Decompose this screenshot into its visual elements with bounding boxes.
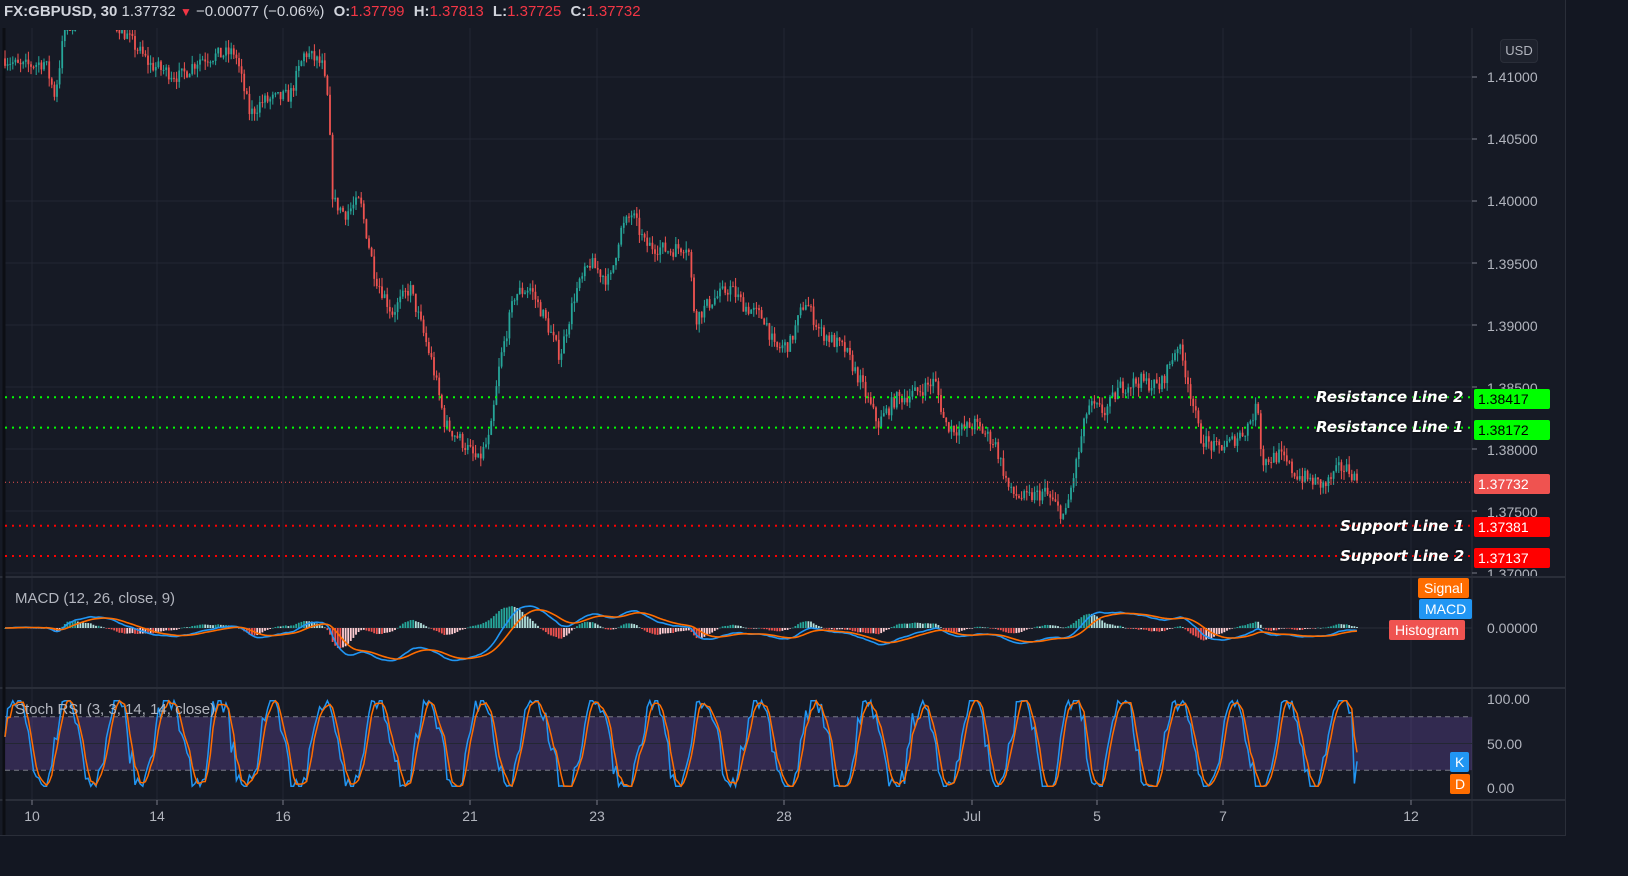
price-tick: 1.40000	[1487, 193, 1538, 209]
symbol-name[interactable]: FX:GBPUSD, 30	[4, 3, 118, 20]
price-tick: 1.37500	[1487, 504, 1538, 520]
resistance-line-1-label: Resistance Line 1	[1316, 418, 1464, 436]
stoch-rsi-title[interactable]: Stoch RSI (3, 3, 14, 14, close)	[15, 701, 216, 718]
macd-plot[interactable]	[4, 605, 1472, 662]
time-tick: 23	[589, 808, 605, 824]
currency-button[interactable]: USD	[1500, 39, 1538, 63]
time-tick: 10	[24, 808, 40, 824]
price-change: −0.00077 (−0.06%)	[196, 3, 325, 20]
stoch-tick-100: 100.00	[1487, 691, 1530, 707]
last-price: 1.37732	[121, 3, 176, 20]
price-tick: 1.37000	[1487, 566, 1538, 576]
price-tick: 1.40500	[1487, 131, 1538, 147]
macd-title[interactable]: MACD (12, 26, close, 9)	[15, 590, 176, 607]
high-label: H:	[413, 3, 430, 20]
close-label: C:	[570, 3, 587, 20]
stoch-d-legend: D	[1450, 774, 1471, 794]
support-line-2-price-tag: 1.37137	[1474, 548, 1550, 568]
macd-signal-legend: Signal	[1418, 578, 1469, 598]
symbol-legend: FX:GBPUSD, 30 1.37732 ▼ −0.00077 (−0.06%…	[4, 3, 641, 20]
time-tick: 12	[1403, 808, 1419, 824]
resistance-line-2-price-tag: 1.38417	[1474, 389, 1550, 409]
stoch-k-legend: K	[1450, 752, 1470, 772]
support-line-1-label: Support Line 1	[1340, 517, 1465, 535]
stoch-tick-0: 0.00	[1487, 780, 1515, 796]
price-candles[interactable]	[4, 30, 1358, 524]
time-tick: 5	[1093, 808, 1101, 824]
macd-line-legend: MACD	[1419, 599, 1473, 619]
time-tick: 28	[776, 808, 792, 824]
support-line-2-label: Support Line 2	[1340, 547, 1465, 565]
open-value: 1.37799	[350, 3, 405, 20]
level-lines[interactable]	[5, 396, 1472, 558]
time-tick: Jul	[963, 808, 981, 824]
resistance-line-1-price-tag: 1.38172	[1474, 420, 1550, 440]
current-price-tag: 1.37732	[1474, 474, 1550, 494]
down-triangle-icon: ▼	[179, 5, 192, 19]
low-value: 1.37725	[507, 3, 562, 20]
time-tick: 21	[462, 808, 478, 824]
stoch-rsi-plot[interactable]	[4, 698, 1472, 790]
support-line-1-price-tag: 1.37381	[1474, 517, 1550, 537]
grid	[5, 28, 1472, 800]
price-tick: 1.39000	[1487, 318, 1538, 334]
time-tick: 7	[1219, 808, 1227, 824]
price-tick: 1.41000	[1487, 69, 1538, 85]
resistance-line-2-label: Resistance Line 2	[1316, 388, 1464, 406]
time-tick: 14	[149, 808, 165, 824]
low-label: L:	[492, 3, 508, 20]
macd-histogram-legend: Histogram	[1389, 620, 1465, 640]
price-tick: 1.38000	[1487, 442, 1538, 458]
time-tick: 16	[275, 808, 291, 824]
high-value: 1.37813	[429, 3, 484, 20]
stoch-tick-50: 50.00	[1487, 736, 1523, 752]
axis-ticks	[31, 76, 1477, 805]
open-label: O:	[333, 3, 351, 20]
close-value: 1.37732	[586, 3, 641, 20]
macd-zero-tick: 0.00000	[1487, 620, 1538, 636]
price-tick: 1.39500	[1487, 256, 1538, 272]
